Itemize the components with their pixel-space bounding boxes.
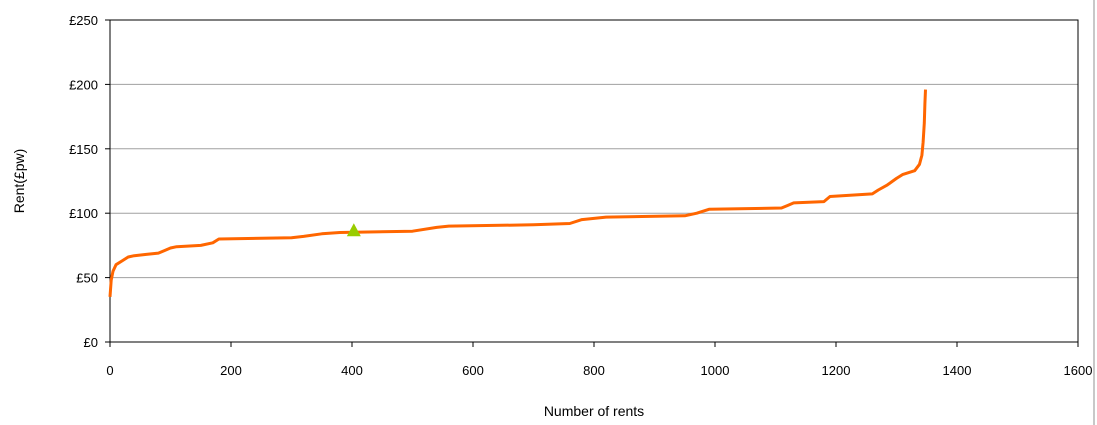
- x-tick-label: 200: [220, 363, 242, 378]
- rent-series-line: [108, 89, 927, 298]
- x-tick-label: 1200: [822, 363, 851, 378]
- x-tick-label: 1600: [1064, 363, 1093, 378]
- y-tick-label: £50: [76, 271, 98, 286]
- x-tick-label: 800: [583, 363, 605, 378]
- x-tick-label: 400: [341, 363, 363, 378]
- x-tick-label: 0: [106, 363, 113, 378]
- chart-markers: [346, 223, 361, 237]
- x-tick-label: 1400: [943, 363, 972, 378]
- window-edge-line: [1093, 0, 1095, 425]
- y-tick-label: £150: [69, 142, 98, 157]
- x-tick-label: 600: [462, 363, 484, 378]
- y-tick-label: £100: [69, 206, 98, 221]
- y-tick-label: £0: [84, 335, 98, 350]
- x-axis-label: Number of rents: [544, 403, 644, 419]
- x-axis-ticks: 0 200 400 600 800 1000 1200 1400 1600: [106, 342, 1092, 378]
- y-axis-ticks: £0 £50 £100 £150 £200 £250: [69, 13, 110, 350]
- y-tick-label: £200: [69, 77, 98, 92]
- plot-area-border: [109, 19, 1079, 343]
- y-tick-label: £250: [69, 13, 98, 28]
- highlight-marker: [346, 223, 361, 237]
- gridlines: [110, 83, 1078, 279]
- y-axis-label: Rent(£pw): [11, 149, 27, 214]
- x-tick-label: 1000: [701, 363, 730, 378]
